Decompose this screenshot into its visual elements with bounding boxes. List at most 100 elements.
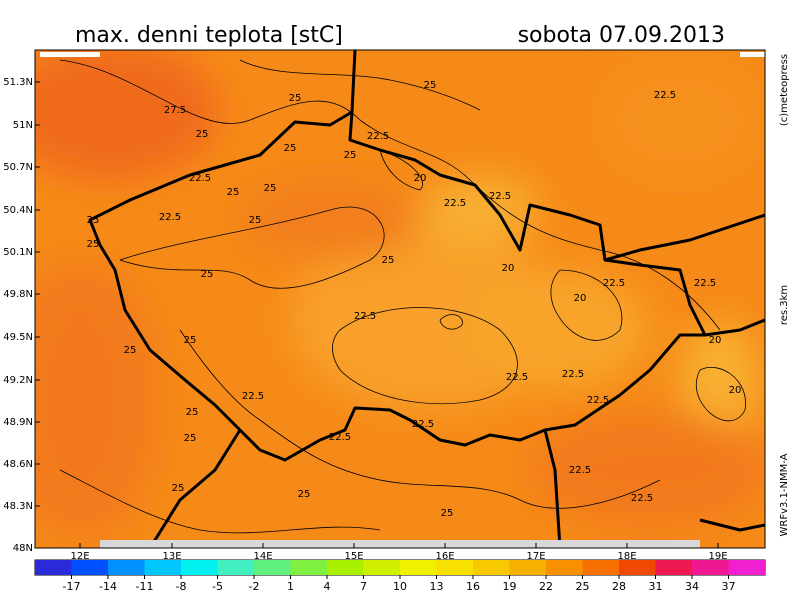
contour-label: 25	[184, 335, 197, 346]
colorbar-label: -17	[63, 580, 81, 593]
map-date: sobota 07.09.2013	[518, 23, 725, 48]
lon-label: 15E	[344, 551, 363, 562]
colorbar-box	[582, 560, 619, 575]
lat-label: 48N	[13, 543, 33, 554]
contour-label: 25	[172, 483, 185, 494]
colorbar-box	[108, 560, 145, 575]
colorbar-label: -11	[136, 580, 154, 593]
lon-label: 19E	[708, 551, 727, 562]
map-frame	[34, 49, 766, 549]
contour-label: 22.5	[412, 419, 434, 430]
colorbar-box	[619, 560, 656, 575]
contour-label: 22.5	[694, 278, 716, 289]
contour-label: 22.5	[329, 432, 351, 443]
contour-label: 22.5	[631, 493, 653, 504]
colorbar-box	[217, 560, 254, 575]
lat-label: 48.6N	[3, 459, 33, 470]
colorbar-label: 4	[324, 580, 331, 593]
lat-label: 50.7N	[3, 162, 33, 173]
colorbar-label: 1	[287, 580, 294, 593]
contour-label: 20	[414, 173, 427, 184]
contour-label: 22.5	[562, 369, 584, 380]
colorbar-label: 13	[430, 580, 444, 593]
contour-label: 22.5	[354, 311, 376, 322]
contour-label: 22.5	[569, 465, 591, 476]
contour-label: 25	[441, 508, 454, 519]
contour-label: 25	[424, 80, 437, 91]
contour-label: 25	[284, 143, 297, 154]
colorbar-box	[400, 560, 437, 575]
colorbar-box	[254, 560, 291, 575]
contour-label: 22.5	[603, 278, 625, 289]
lon-label: 17E	[526, 551, 545, 562]
contours	[59, 59, 746, 534]
contour-label: 22.5	[159, 212, 181, 223]
colorbar-box	[71, 560, 108, 575]
colorbar-box	[290, 560, 327, 575]
colorbar-box	[363, 560, 400, 575]
contour-label: 25	[196, 129, 209, 140]
contour-label: 25	[264, 183, 277, 194]
colorbar-box	[327, 560, 364, 575]
contour-label: 20	[502, 263, 515, 274]
lat-label: 49.5N	[3, 332, 33, 343]
colorbar-box	[35, 560, 72, 575]
colorbar-box	[728, 560, 765, 575]
field-shading	[35, 50, 765, 540]
lat-label: 48.3N	[3, 501, 33, 512]
contour-label: 27.5	[164, 105, 186, 116]
colorbar-label: -5	[212, 580, 223, 593]
colorbar-label: 25	[576, 580, 590, 593]
contour-label: 25	[201, 269, 214, 280]
contour-label: 25	[124, 345, 137, 356]
colorbar-label: 34	[685, 580, 699, 593]
colorbar-box	[546, 560, 583, 575]
lon-label: 18E	[617, 551, 636, 562]
credit-text: (c)meteopress	[779, 54, 790, 126]
credit-text: res.3km	[779, 285, 790, 325]
contour-label: 25	[382, 255, 395, 266]
colorbar-label: 37	[722, 580, 736, 593]
contour-label: 25	[344, 150, 357, 161]
borders	[88, 50, 765, 548]
colorbar-label: -8	[176, 580, 187, 593]
mask-strip	[40, 52, 100, 57]
contour-label: 25	[227, 187, 240, 198]
colorbar-label: 7	[360, 580, 367, 593]
contour-label: 22.5	[587, 395, 609, 406]
colorbar-label: 10	[393, 580, 407, 593]
lat-label: 49.8N	[3, 289, 33, 300]
contour-label: 22.5	[489, 191, 511, 202]
contour-label: 22.5	[242, 391, 264, 402]
contour-label: 20	[574, 293, 587, 304]
map-title: max. denni teplota [stC]	[75, 23, 343, 48]
contour-label: 25	[186, 407, 199, 418]
colorbar-box	[473, 560, 510, 575]
colorbar-box	[509, 560, 546, 575]
lat-label: 51N	[13, 120, 33, 131]
lat-label: 49.2N	[3, 375, 33, 386]
contour-label: 25	[298, 489, 311, 500]
colorbar-box	[144, 560, 181, 575]
colorbar-label: -2	[249, 580, 260, 593]
contour-label: 25	[249, 215, 262, 226]
colorbar-box	[181, 560, 218, 575]
colorbar-label: 28	[612, 580, 626, 593]
contour-label: 25	[87, 215, 100, 226]
contour-label: 22.5	[189, 173, 211, 184]
colorbar-box	[655, 560, 692, 575]
colorbar-label: 16	[466, 580, 480, 593]
map-field	[35, 50, 765, 548]
lon-label: 16E	[435, 551, 454, 562]
colorbar-label: 19	[503, 580, 517, 593]
colorbar-label: 22	[539, 580, 553, 593]
contour-label: 22.5	[444, 198, 466, 209]
contour-label: 25	[289, 93, 302, 104]
contour-label: 22.5	[506, 372, 528, 383]
colorbar-label: -14	[99, 580, 117, 593]
colorbar-box	[436, 560, 473, 575]
contour-label: 25	[184, 433, 197, 444]
lon-label: 12E	[70, 551, 89, 562]
mask-strip	[100, 540, 700, 548]
